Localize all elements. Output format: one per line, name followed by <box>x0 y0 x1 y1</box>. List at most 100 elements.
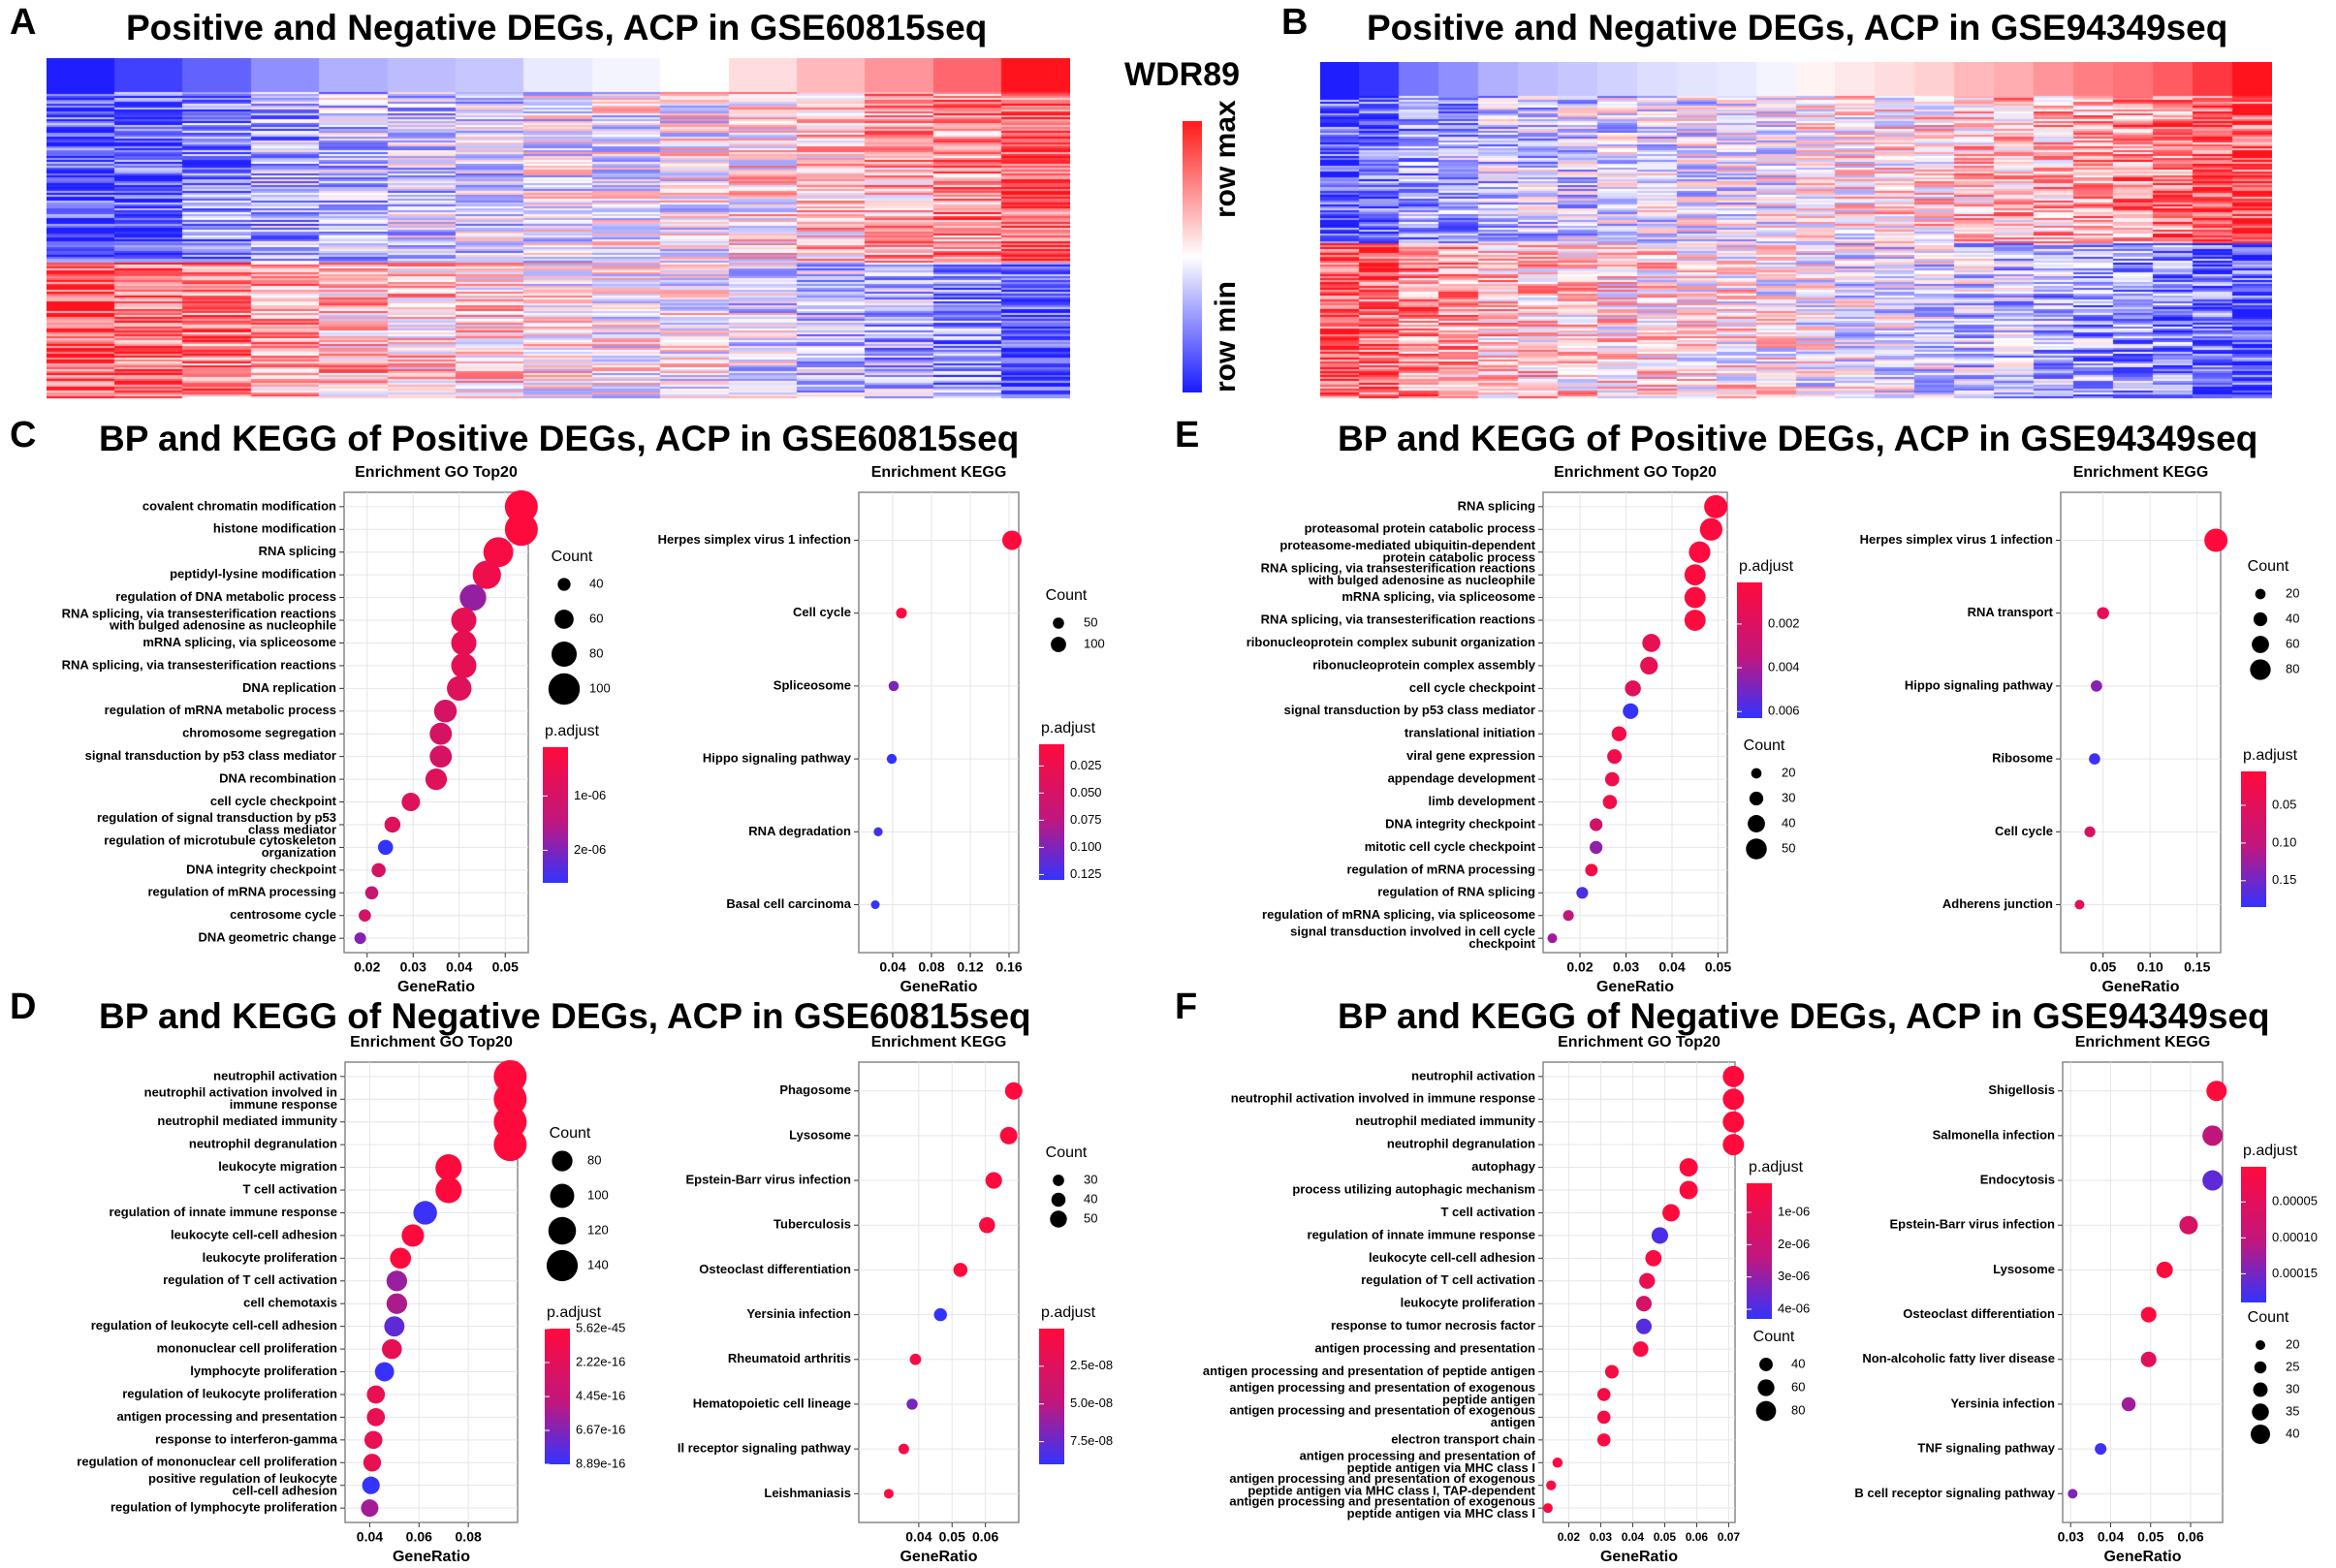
term-label: Endocytosis <box>1980 1172 2055 1186</box>
term-label: class mediator <box>248 823 336 837</box>
term-label: neutrophil activation <box>213 1068 337 1082</box>
enrichment-dot <box>390 1247 412 1270</box>
padjust-legend-label: 0.00015 <box>2272 1266 2318 1280</box>
term-label: peptide antigen via MHC class I, TAP-dep… <box>1247 1483 1535 1497</box>
x-tick-label: 0.05 <box>939 1529 965 1545</box>
count-legend-label: 20 <box>1782 765 1795 779</box>
term-label: Salmonella infection <box>1933 1127 2055 1142</box>
enrichment-dot <box>382 1338 402 1360</box>
count-legend-dot <box>2256 1340 2265 1350</box>
padjust-legend-label: 0.15 <box>2272 872 2296 887</box>
count-legend-dot <box>1749 791 1764 806</box>
term-label: DNA recombination <box>219 771 336 786</box>
count-legend-dot <box>1053 617 1064 629</box>
term-label: T cell activation <box>1440 1205 1535 1219</box>
enrichment-dot <box>401 1224 425 1247</box>
term-label: DNA replication <box>242 680 336 695</box>
enrichment-dot <box>1547 933 1558 944</box>
term-label: neutrophil mediated immunity <box>157 1113 337 1128</box>
term-label: regulation of mRNA splicing, via spliceo… <box>1262 907 1535 922</box>
padjust-legend-label: 0.125 <box>1070 866 1102 881</box>
term-label: Lysosome <box>1993 1262 2055 1276</box>
enrichment-dot <box>1684 610 1706 631</box>
panel-letter-b: B <box>1281 2 1309 43</box>
term-label: response to interferon-gamma <box>155 1431 338 1446</box>
count-legend-dot <box>1751 768 1762 779</box>
plot-frame <box>858 1061 1020 1523</box>
padjust-legend-title: p.adjust <box>1041 720 1096 737</box>
enrichment-dot <box>2206 1081 2227 1102</box>
enrichment-dot <box>1632 1341 1649 1358</box>
count-legend-label: 100 <box>587 1187 609 1202</box>
enrichment-dot <box>1596 1410 1611 1425</box>
term-label: Il receptor signaling pathway <box>678 1441 852 1456</box>
term-label: autophagy <box>1471 1159 1535 1174</box>
plot-title: Enrichment GO Top20 <box>1558 1034 1720 1051</box>
padjust-legend-label: 2e-06 <box>574 842 606 857</box>
enrichment-dot <box>1642 634 1660 652</box>
enrichment-dot <box>413 1201 437 1225</box>
x-tick-label: 0.03 <box>2058 1529 2084 1545</box>
term-label: leukocyte cell-cell adhesion <box>171 1227 337 1241</box>
count-legend-dot <box>546 1249 579 1282</box>
x-tick-label: 0.02 <box>354 959 380 975</box>
term-label: antigen processing and presentation of e… <box>1229 1380 1535 1395</box>
count-legend-label: 30 <box>2286 1381 2299 1396</box>
padjust-colorbar <box>2241 1167 2266 1302</box>
enrichment-dot <box>1604 771 1620 787</box>
plot-frame <box>344 1061 519 1523</box>
term-label: leukocyte proliferation <box>1401 1296 1535 1310</box>
term-label: RNA splicing <box>1458 498 1535 513</box>
term-label: Cell cycle <box>793 605 851 619</box>
padjust-legend-title: p.adjust <box>1749 1159 1804 1176</box>
term-label: Herpes simplex virus 1 infection <box>658 532 851 547</box>
enrichment-dot <box>2068 1489 2078 1499</box>
enrichment-dot <box>429 745 453 768</box>
padjust-legend-title: p.adjust <box>547 1304 602 1321</box>
padjust-legend-label: 0.004 <box>1768 660 1800 674</box>
count-legend-label: 25 <box>2286 1359 2299 1373</box>
enrichment-dot <box>2097 607 2109 619</box>
term-label: antigen <box>1491 1415 1535 1429</box>
plot-title: Enrichment KEGG <box>2075 1034 2211 1051</box>
count-legend-label: 60 <box>2286 636 2299 650</box>
count-legend-label: 40 <box>2286 1426 2299 1440</box>
count-legend-label: 80 <box>587 1152 601 1167</box>
enrichment-dot <box>2090 680 2102 692</box>
padjust-legend-title: p.adjust <box>1041 1304 1096 1321</box>
dotplot-C-go: Enrichment GO Top20 0.02 0.03 0.04 0.05 GeneR… <box>62 464 611 995</box>
term-label: response to tumor necrosis factor <box>1331 1318 1535 1333</box>
x-tick-label: 0.06 <box>406 1529 432 1545</box>
x-axis-label: GeneRatio <box>1600 1549 1678 1565</box>
enrichment-dot <box>1004 1082 1023 1100</box>
term-label: RNA splicing, via transesterification re… <box>1261 612 1535 626</box>
enrichment-dot <box>1679 1180 1698 1200</box>
count-legend-dot <box>2252 1403 2269 1421</box>
count-legend-title: Count <box>1046 587 1088 604</box>
count-legend-label: 100 <box>589 680 611 695</box>
dotplot-D-kegg: Enrichment KEGG 0.04 0.05 0.06 GeneRatio Phag… <box>678 1034 1113 1565</box>
enrichment-dot <box>2121 1396 2136 1412</box>
enrichment-dot <box>451 608 477 634</box>
term-label: TNF signaling pathway <box>1917 1441 2055 1456</box>
enrichment-dot <box>1635 1296 1652 1312</box>
x-tick-label: 0.06 <box>1686 1530 1709 1544</box>
row-scale-bar <box>1183 121 1202 392</box>
count-legend-label: 40 <box>1782 815 1795 830</box>
enrichment-dot <box>2202 1170 2224 1191</box>
term-label: neutrophil degranulation <box>1387 1137 1535 1151</box>
x-tick-label: 0.07 <box>1718 1530 1741 1544</box>
count-legend-title: Count <box>1744 737 1785 754</box>
x-tick-label: 0.02 <box>1566 959 1593 975</box>
enrichment-dot <box>447 675 472 702</box>
term-label: leukocyte cell-cell adhesion <box>1369 1250 1535 1265</box>
term-label: B cell receptor signaling pathway <box>1854 1486 2055 1500</box>
count-legend-label: 40 <box>589 576 603 590</box>
term-label: protein catabolic process <box>1383 549 1536 564</box>
enrichment-dot <box>425 768 448 791</box>
count-legend-label: 80 <box>1791 1402 1805 1417</box>
x-axis-label: GeneRatio <box>900 1549 977 1565</box>
enrichment-dot <box>493 1082 527 1116</box>
panel-letter-f: F <box>1175 987 1198 1027</box>
enrichment-dot <box>472 560 501 589</box>
